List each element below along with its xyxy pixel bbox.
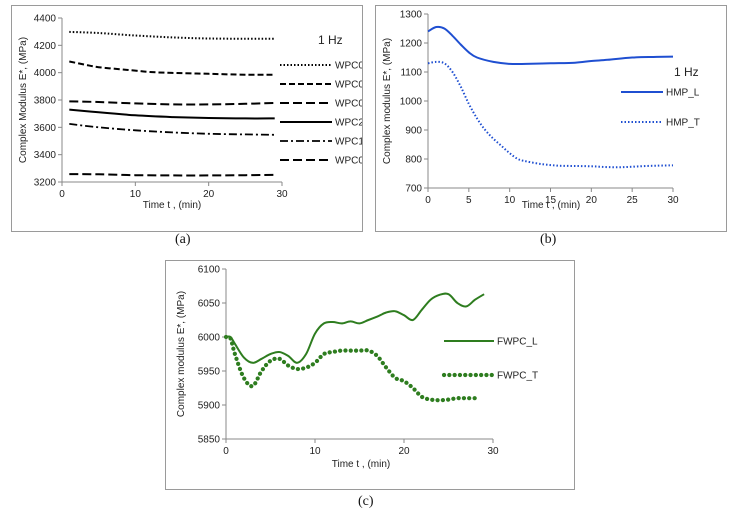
legend-title: 1 Hz (674, 65, 699, 79)
legend-label: WPC1.00 (335, 137, 362, 148)
x-tick-label: 10 (309, 446, 321, 457)
y-tick-label: 3200 (34, 178, 57, 189)
x-tick-label: 5 (466, 195, 472, 206)
series-line-wpc0-10 (69, 100, 275, 106)
series-line-fwpc-l (225, 292, 485, 364)
x-tick-label: 30 (487, 446, 499, 457)
y-axis-label: Complex modulus E*, (MPa) (382, 38, 393, 164)
x-tick-label: 10 (130, 189, 142, 200)
y-tick-label: 4000 (34, 68, 57, 79)
y-tick-label: 5950 (198, 367, 221, 378)
legend-label: WPC0.20 (335, 61, 362, 72)
chart-c: 5850 5900 5950 6000 6050 6100 0 10 20 30 Complex m… (176, 265, 538, 471)
y-tick-label: 6000 (198, 333, 221, 344)
x-tick-label: 20 (586, 195, 598, 206)
legend-label: FWPC_L (497, 337, 538, 348)
chart-a: 3200 3400 3600 3800 4000 4200 4400 0 10 20 30 Compl… (18, 14, 378, 212)
x-tick-label: 10 (504, 195, 516, 206)
x-tick-label: 25 (627, 195, 639, 206)
chart-panel-a: 3200 3400 3600 3800 4000 4200 4400 0 10 20 30 Compl… (11, 5, 378, 232)
y-tick-label: 6100 (198, 265, 221, 276)
legend-label: WPC0.10 (335, 99, 362, 110)
x-tick-label: 30 (276, 189, 288, 200)
y-tick-label: 800 (405, 155, 422, 166)
y-tick-label: 3800 (34, 96, 57, 107)
legend-label: HMP_T (666, 118, 700, 129)
x-axis-label: Time t , (min) (522, 200, 581, 211)
series-line-hmp-t (427, 60, 674, 169)
series-line-fwpc-t (223, 334, 478, 403)
legend-label: WPC0.40 (335, 156, 362, 167)
chart-panel-c: 5850 5900 5950 6000 6050 6100 0 10 20 30 Complex m… (165, 260, 575, 490)
caption-a: (a) (175, 232, 191, 247)
y-axis-label: Complex Modulus E*, (MPa) (18, 37, 29, 163)
y-tick-label: 5850 (198, 435, 221, 446)
x-axis-label: Time t , (min) (332, 459, 391, 470)
legend-label: FWPC_T (497, 371, 538, 382)
y-tick-label: 900 (405, 126, 422, 137)
legend-label: WPC0.04 (335, 80, 362, 91)
legend-title: 1 Hz (318, 33, 343, 47)
x-tick-label: 15 (545, 195, 557, 206)
chart-b: 700 800 900 1000 1100 1200 1300 0 5 10 15 20 25 30 Com… (382, 10, 700, 212)
legend-label: HMP_L (666, 88, 700, 99)
series-line-wpc2-00 (69, 108, 275, 120)
caption-c: (c) (358, 494, 374, 509)
x-tick-label: 30 (667, 195, 679, 206)
y-tick-label: 6050 (198, 299, 221, 310)
x-tick-label: 0 (223, 446, 229, 457)
y-axis-label: Complex modulus E*, (MPa) (176, 291, 187, 417)
y-tick-label: 1200 (400, 39, 423, 50)
x-tick-label: 20 (398, 446, 410, 457)
legend-label: WPC2.00 (335, 118, 362, 129)
x-axis-label: Time t , (min) (143, 200, 202, 211)
series-line-wpc0-04 (69, 60, 275, 76)
x-tick-label: 20 (203, 189, 215, 200)
y-tick-label: 1000 (400, 97, 423, 108)
series-line-hmp-l (427, 25, 674, 66)
y-tick-label: 700 (405, 184, 422, 195)
y-tick-label: 1100 (400, 68, 422, 79)
series-line-wpc0-40 (69, 173, 275, 177)
x-tick-label: 0 (425, 195, 431, 206)
y-tick-label: 4400 (34, 14, 57, 25)
caption-b: (b) (540, 232, 557, 247)
chart-panel-b: 700 800 900 1000 1100 1200 1300 0 5 10 15 20 25 30 Com… (375, 5, 727, 232)
y-tick-label: 3400 (34, 150, 57, 161)
y-tick-label: 4200 (34, 41, 57, 52)
series-line-wpc0-20 (69, 30, 275, 40)
x-tick-label: 0 (59, 189, 65, 200)
y-tick-label: 3600 (34, 123, 57, 134)
series-line-wpc1-00 (69, 123, 275, 136)
y-tick-label: 5900 (198, 401, 221, 412)
y-tick-label: 1300 (400, 10, 423, 21)
